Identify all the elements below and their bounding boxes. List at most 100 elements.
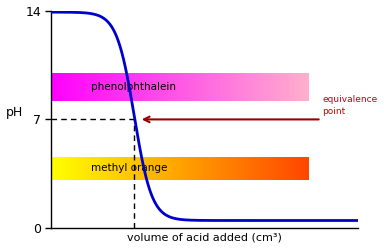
Bar (88, 73, 89, 101)
Bar (267, 157, 268, 180)
Bar (171, 73, 172, 101)
Bar (271, 73, 272, 101)
Bar (221, 73, 222, 101)
Bar (95, 157, 96, 180)
Bar (170, 73, 171, 101)
Bar (282, 157, 283, 180)
Bar (68, 157, 69, 180)
Bar (182, 157, 183, 180)
Bar (152, 157, 153, 180)
Bar (201, 157, 202, 180)
Bar (207, 157, 208, 180)
Bar (300, 157, 301, 180)
Bar (202, 157, 203, 180)
Bar (301, 73, 302, 101)
Bar (232, 157, 233, 180)
Bar (129, 73, 130, 101)
Bar (183, 73, 184, 101)
Bar (105, 73, 106, 101)
Bar (188, 157, 189, 180)
Bar (128, 73, 129, 101)
Bar (278, 157, 279, 180)
Bar (69, 73, 70, 101)
Bar (89, 73, 90, 101)
Bar (123, 157, 124, 180)
Bar (211, 73, 212, 101)
Bar (92, 73, 93, 101)
Bar (104, 73, 105, 101)
Bar (159, 73, 160, 101)
Bar (281, 73, 282, 101)
Bar (306, 73, 307, 101)
Bar (145, 73, 146, 101)
Bar (213, 157, 214, 180)
Bar (203, 157, 204, 180)
Bar (67, 73, 68, 101)
Bar (244, 157, 245, 180)
Bar (257, 157, 258, 180)
Bar (253, 157, 254, 180)
Bar (175, 73, 176, 101)
Bar (182, 73, 183, 101)
Bar (286, 73, 287, 101)
Bar (215, 73, 217, 101)
Bar (258, 157, 259, 180)
Bar (70, 73, 71, 101)
Bar (251, 157, 252, 180)
Bar (102, 73, 103, 101)
Bar (284, 73, 285, 101)
Bar (171, 157, 172, 180)
Bar (61, 73, 62, 101)
Bar (146, 157, 147, 180)
Bar (296, 157, 297, 180)
Bar (209, 73, 210, 101)
Bar (298, 157, 299, 180)
Bar (174, 73, 175, 101)
Bar (276, 73, 277, 101)
Bar (166, 157, 167, 180)
Bar (97, 157, 98, 180)
Bar (295, 73, 296, 101)
Bar (204, 73, 205, 101)
Bar (107, 73, 108, 101)
Bar (117, 157, 118, 180)
Bar (127, 157, 128, 180)
Bar (154, 73, 155, 101)
Bar (79, 157, 80, 180)
Bar (285, 157, 286, 180)
Bar (270, 73, 271, 101)
Bar (56, 157, 58, 180)
Bar (212, 157, 213, 180)
Bar (255, 73, 256, 101)
Bar (237, 73, 238, 101)
Bar (186, 157, 187, 180)
Bar (149, 157, 150, 180)
Bar (194, 157, 195, 180)
Bar (259, 73, 260, 101)
Bar (205, 157, 206, 180)
Bar (155, 73, 156, 101)
Bar (296, 73, 297, 101)
Bar (195, 157, 196, 180)
Bar (172, 157, 174, 180)
Bar (208, 73, 209, 101)
Bar (248, 73, 249, 101)
Bar (141, 73, 142, 101)
Bar (288, 73, 289, 101)
Bar (157, 73, 158, 101)
Bar (58, 73, 59, 101)
Bar (98, 73, 99, 101)
Bar (283, 73, 284, 101)
Bar (247, 157, 248, 180)
Bar (304, 73, 305, 101)
Bar (118, 73, 119, 101)
Bar (190, 157, 192, 180)
Bar (90, 157, 91, 180)
Bar (243, 73, 244, 101)
Bar (65, 73, 66, 101)
Bar (227, 73, 228, 101)
Bar (289, 157, 290, 180)
Bar (275, 73, 276, 101)
Bar (225, 157, 226, 180)
Bar (130, 157, 131, 180)
